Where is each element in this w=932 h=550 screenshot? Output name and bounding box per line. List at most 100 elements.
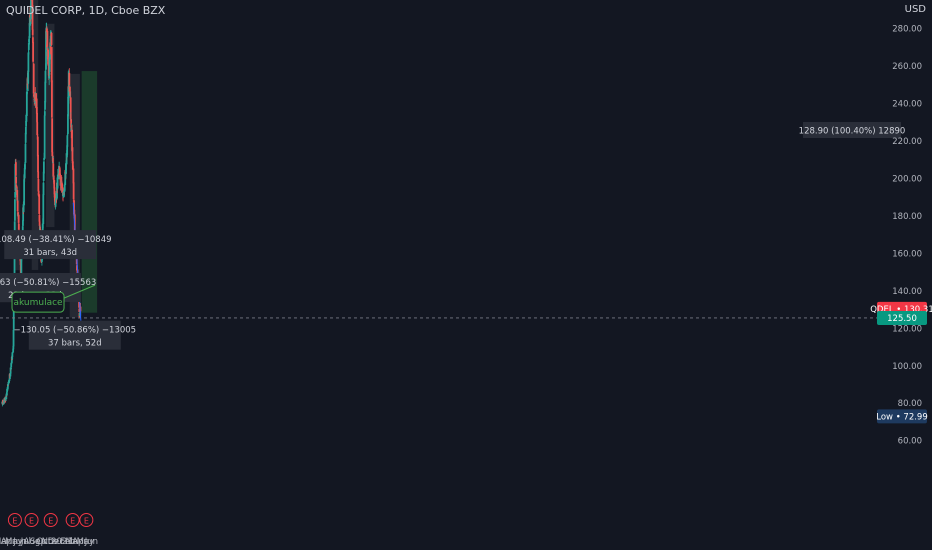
candle-body [23,164,26,170]
candle-body [45,28,48,32]
candle-body [24,132,27,143]
candle-body [14,162,17,176]
candle-body [52,177,55,180]
candle-body [24,126,27,135]
y-tick-label: 240.00 [892,99,922,109]
candle-body [7,384,10,385]
earnings-marker [65,513,80,527]
candle-body [36,122,39,136]
candle-body [72,168,75,184]
candle-body [63,184,66,192]
candle-body [36,136,39,157]
candle-body [35,107,38,114]
candle-body [28,23,31,38]
y-tick-label: 260.00 [892,62,922,72]
candle-body [31,29,34,35]
range-box-3 [46,23,55,228]
candle-body [44,70,47,83]
candle-body [42,161,45,174]
candle-body [10,367,12,370]
y-tick-label: 280.00 [892,24,922,34]
candle-body [69,95,72,97]
currency-label: USD [904,4,926,15]
candle-body [32,42,35,62]
candle-body [47,49,50,61]
candle-body [52,163,55,177]
candle-body [78,308,81,312]
y-tick-label: 80.00 [898,399,922,409]
candle-body [11,351,14,354]
candle-body [10,363,13,368]
candle-body [27,52,30,72]
candle-body [51,80,53,118]
x-tick-label: Sep [30,537,46,547]
earnings-marker [79,513,94,527]
range-label-text: −130.05 (−50.86%) −13005 [13,326,136,336]
candle-body [37,154,39,173]
candle-body [13,235,16,298]
candle-body [12,310,15,330]
candle-body [17,223,20,230]
candle-body [48,57,51,73]
candle-body [2,400,4,403]
candle-body [23,179,26,206]
candle-body [71,147,74,162]
candle-body [66,135,69,147]
x-tick-label: Dec [48,537,65,547]
x-tick-label: Jul [20,537,31,547]
candle-body [58,167,61,177]
earnings-marker [7,513,22,527]
range-label-text: −155.63 (−50.81%) −15563 [0,278,96,288]
candle-body [31,5,34,30]
x-tick-label: Apr [72,537,87,547]
x-tick-label: Mar [0,537,11,547]
candle-body [14,192,17,198]
candle-body [56,177,59,188]
target-zone [81,71,98,313]
y-tick-label: 140.00 [892,287,922,297]
candle-body [37,192,40,196]
candle-body [28,39,30,43]
annotation-pointer [63,284,96,299]
candle-body [22,207,25,222]
candle-body [12,345,15,350]
y-tick-label: 100.00 [892,362,922,372]
candle-body [64,171,67,186]
candle-body [65,163,67,174]
candle-body [50,32,53,45]
candle-body [62,191,65,197]
candle-body [12,329,15,347]
candle-body [56,174,59,178]
candle-body [67,114,69,134]
candle-body [67,96,70,117]
annotation-box [11,291,65,313]
target-label-bg [803,122,901,138]
x-tick-label: Nov [42,537,59,547]
last-tag-text: QDEL • 130.31 [870,305,932,315]
earnings-marker [24,513,39,527]
candle-body [42,171,45,181]
x-tick-label: May [77,537,95,547]
x-tick-label: Jun [12,537,26,547]
y-tick-label: 160.00 [892,249,922,259]
range-label-text: −108.49 (−38.41%) −10849 [0,235,112,245]
candle-body [30,0,32,20]
candle-body [3,399,6,403]
candle-body [66,145,69,155]
x-tick-label: 2021 [51,537,73,547]
y-tick-label: 220.00 [892,137,922,147]
x-tick-label: Mar [65,537,82,547]
candle-body [41,223,44,232]
candle-body [44,81,47,103]
candle-body [7,382,10,384]
x-tick-label: Feb [60,537,75,547]
candle-body [27,70,30,84]
chart-title: QUIDEL CORP, 1D, Cboe BZX [6,4,166,17]
candle-body [36,113,38,123]
earnings-marker [43,513,58,527]
candle-body [60,182,63,189]
range-label-sub: 31 bars, 43d [23,248,77,258]
candle-body [37,178,40,192]
